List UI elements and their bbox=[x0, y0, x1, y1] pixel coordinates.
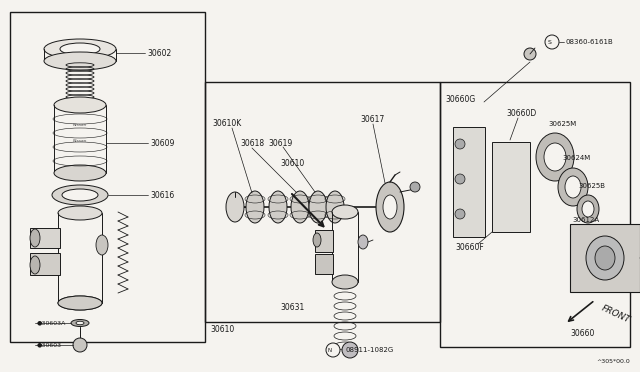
Text: ●30603A: ●30603A bbox=[37, 321, 67, 326]
Ellipse shape bbox=[582, 201, 594, 217]
Circle shape bbox=[455, 174, 465, 184]
Ellipse shape bbox=[326, 191, 344, 223]
Ellipse shape bbox=[595, 246, 615, 270]
Ellipse shape bbox=[269, 191, 287, 223]
Ellipse shape bbox=[54, 97, 106, 113]
Circle shape bbox=[326, 343, 340, 357]
Text: Nissan: Nissan bbox=[73, 139, 87, 143]
Text: 30610: 30610 bbox=[280, 160, 304, 169]
Text: S: S bbox=[548, 39, 552, 45]
Ellipse shape bbox=[376, 182, 404, 232]
Text: 30618: 30618 bbox=[240, 140, 264, 148]
Text: 30612A: 30612A bbox=[572, 217, 599, 223]
Bar bbox=[492, 142, 530, 232]
Bar bbox=[315, 254, 333, 274]
Ellipse shape bbox=[54, 165, 106, 181]
Text: Nissan: Nissan bbox=[73, 123, 87, 127]
Ellipse shape bbox=[586, 236, 624, 280]
Text: 08360-6161B: 08360-6161B bbox=[566, 39, 614, 45]
Text: 30610: 30610 bbox=[210, 324, 234, 334]
Ellipse shape bbox=[62, 189, 98, 201]
Ellipse shape bbox=[565, 176, 581, 198]
Bar bbox=[30, 253, 60, 275]
Text: 30660G: 30660G bbox=[445, 96, 476, 105]
Text: 30619: 30619 bbox=[268, 140, 292, 148]
Circle shape bbox=[455, 209, 465, 219]
Bar bbox=[205, 82, 440, 322]
Ellipse shape bbox=[544, 143, 566, 171]
Ellipse shape bbox=[558, 168, 588, 206]
Ellipse shape bbox=[60, 43, 100, 55]
Ellipse shape bbox=[71, 320, 89, 327]
Text: 08911-1082G: 08911-1082G bbox=[345, 347, 393, 353]
Circle shape bbox=[73, 338, 87, 352]
Ellipse shape bbox=[30, 256, 40, 274]
Bar bbox=[315, 230, 333, 252]
Bar bbox=[440, 82, 630, 347]
Ellipse shape bbox=[313, 233, 321, 247]
Text: 30660D: 30660D bbox=[506, 109, 536, 119]
Text: FRONT: FRONT bbox=[600, 304, 632, 325]
Text: 30625B: 30625B bbox=[578, 183, 605, 189]
Ellipse shape bbox=[58, 296, 102, 310]
Ellipse shape bbox=[30, 229, 40, 247]
Ellipse shape bbox=[358, 235, 368, 249]
Circle shape bbox=[410, 182, 420, 192]
Ellipse shape bbox=[44, 52, 116, 70]
Ellipse shape bbox=[52, 185, 108, 205]
Bar bbox=[453, 127, 485, 237]
Text: 30624M: 30624M bbox=[562, 155, 590, 161]
Ellipse shape bbox=[226, 192, 244, 222]
Circle shape bbox=[455, 139, 465, 149]
Bar bbox=[30, 228, 60, 248]
Text: 30631: 30631 bbox=[280, 302, 304, 311]
Ellipse shape bbox=[383, 195, 397, 219]
Text: 30609: 30609 bbox=[150, 138, 174, 148]
Text: 30616: 30616 bbox=[150, 190, 174, 199]
Text: 30610K: 30610K bbox=[212, 119, 241, 128]
Ellipse shape bbox=[332, 275, 358, 289]
Text: ^305*00.0: ^305*00.0 bbox=[596, 359, 630, 364]
Text: 30660F: 30660F bbox=[455, 243, 484, 251]
Bar bbox=[10, 12, 205, 342]
Text: 30625M: 30625M bbox=[548, 121, 576, 127]
Ellipse shape bbox=[58, 296, 102, 310]
Ellipse shape bbox=[332, 205, 358, 219]
Bar bbox=[570, 224, 640, 292]
Circle shape bbox=[524, 48, 536, 60]
Ellipse shape bbox=[536, 133, 574, 181]
Ellipse shape bbox=[246, 191, 264, 223]
Text: 30617: 30617 bbox=[360, 115, 384, 125]
Text: ●30603: ●30603 bbox=[37, 343, 62, 347]
Ellipse shape bbox=[76, 321, 84, 325]
Ellipse shape bbox=[96, 235, 108, 255]
Ellipse shape bbox=[58, 206, 102, 220]
Text: N: N bbox=[328, 347, 332, 353]
Circle shape bbox=[342, 342, 358, 358]
Ellipse shape bbox=[309, 191, 327, 223]
Ellipse shape bbox=[44, 39, 116, 59]
Circle shape bbox=[545, 35, 559, 49]
Text: 30660: 30660 bbox=[570, 330, 595, 339]
Text: 30602: 30602 bbox=[147, 48, 172, 58]
Ellipse shape bbox=[291, 191, 309, 223]
Ellipse shape bbox=[577, 195, 599, 223]
